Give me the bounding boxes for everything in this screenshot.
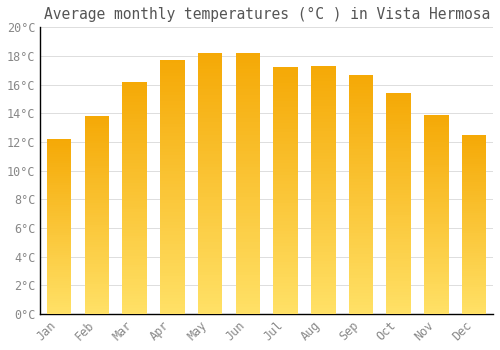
Title: Average monthly temperatures (°C ) in Vista Hermosa: Average monthly temperatures (°C ) in Vi… xyxy=(44,7,490,22)
